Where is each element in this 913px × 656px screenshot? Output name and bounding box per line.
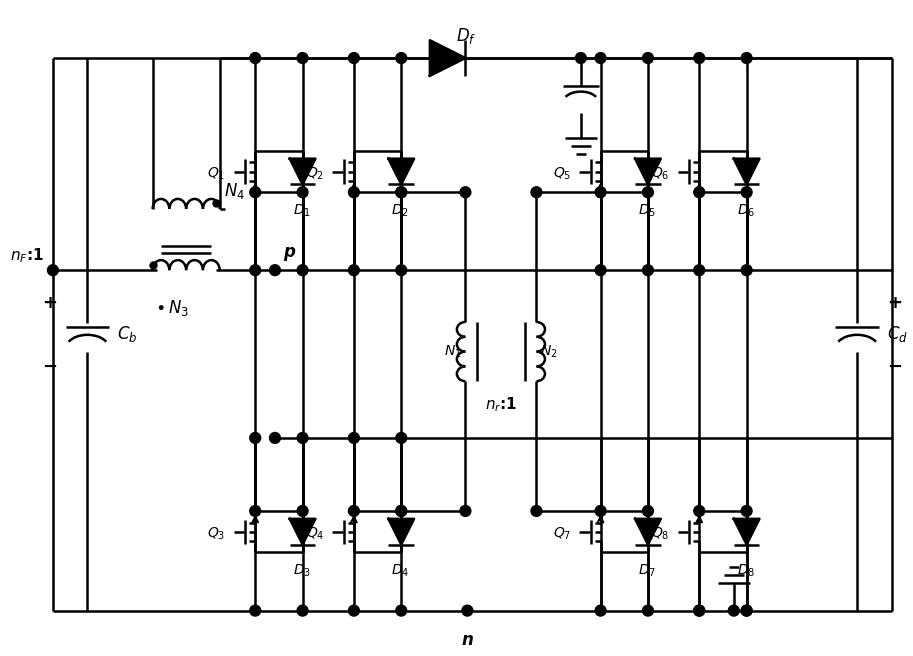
Circle shape <box>269 432 280 443</box>
Polygon shape <box>388 159 415 184</box>
Text: $\boldsymbol{Q_7}$: $\boldsymbol{Q_7}$ <box>552 525 571 542</box>
Circle shape <box>349 187 360 197</box>
Text: $\boldsymbol{n}$: $\boldsymbol{n}$ <box>461 632 474 649</box>
Circle shape <box>396 506 406 516</box>
Circle shape <box>643 506 654 516</box>
Text: $\boldsymbol{Q_3}$: $\boldsymbol{Q_3}$ <box>207 525 226 542</box>
Text: $\bullet\,\boldsymbol{N_3}$: $\bullet\,\boldsymbol{N_3}$ <box>154 298 189 318</box>
Circle shape <box>250 52 260 64</box>
Circle shape <box>250 187 260 197</box>
Circle shape <box>396 52 406 64</box>
Circle shape <box>396 265 406 276</box>
Circle shape <box>460 506 471 516</box>
Text: $\boldsymbol{C_b}$: $\boldsymbol{C_b}$ <box>117 324 138 344</box>
Circle shape <box>349 265 360 276</box>
Circle shape <box>396 605 406 616</box>
Circle shape <box>643 265 654 276</box>
Circle shape <box>297 265 308 276</box>
Text: $\mathbf{+}$: $\mathbf{+}$ <box>887 294 902 312</box>
Text: $\boldsymbol{p}$: $\boldsymbol{p}$ <box>283 245 296 263</box>
Circle shape <box>694 265 705 276</box>
Circle shape <box>349 432 360 443</box>
Circle shape <box>643 52 654 64</box>
Polygon shape <box>289 519 315 544</box>
Circle shape <box>694 506 705 516</box>
Circle shape <box>297 52 308 64</box>
Circle shape <box>396 432 406 443</box>
Circle shape <box>741 605 752 616</box>
Circle shape <box>396 187 406 197</box>
Text: $\boldsymbol{Q_4}$: $\boldsymbol{Q_4}$ <box>306 525 324 542</box>
Text: $\boldsymbol{C_d}$: $\boldsymbol{C_d}$ <box>887 324 908 344</box>
Text: $\boldsymbol{N_1}$: $\boldsymbol{N_1}$ <box>444 343 461 359</box>
Text: $\boldsymbol{D_4}$: $\boldsymbol{D_4}$ <box>391 562 409 579</box>
Circle shape <box>694 605 705 616</box>
Text: $\boldsymbol{D_f}$: $\boldsymbol{D_f}$ <box>456 26 476 46</box>
Circle shape <box>297 506 308 516</box>
Circle shape <box>694 52 705 64</box>
Circle shape <box>250 506 260 516</box>
Text: $\boldsymbol{N_4}$: $\boldsymbol{N_4}$ <box>224 181 245 201</box>
Text: $\boldsymbol{Q_2}$: $\boldsymbol{Q_2}$ <box>306 165 324 182</box>
Text: $\boldsymbol{D_1}$: $\boldsymbol{D_1}$ <box>293 202 310 218</box>
Circle shape <box>250 265 260 276</box>
Circle shape <box>595 506 606 516</box>
Circle shape <box>349 506 360 516</box>
Text: $\boldsymbol{D_6}$: $\boldsymbol{D_6}$ <box>737 202 755 218</box>
Circle shape <box>694 187 705 197</box>
Circle shape <box>741 265 752 276</box>
Circle shape <box>297 187 308 197</box>
Circle shape <box>47 265 58 276</box>
Polygon shape <box>734 519 760 544</box>
Circle shape <box>297 432 308 443</box>
Circle shape <box>741 52 752 64</box>
Polygon shape <box>388 519 415 544</box>
Text: $\mathbf{+}$: $\mathbf{+}$ <box>42 294 58 312</box>
Circle shape <box>349 605 360 616</box>
Text: $\boldsymbol{N_2}$: $\boldsymbol{N_2}$ <box>540 343 558 359</box>
Text: $\boldsymbol{Q_1}$: $\boldsymbol{Q_1}$ <box>207 165 226 182</box>
Circle shape <box>462 605 473 616</box>
Circle shape <box>396 506 406 516</box>
Circle shape <box>729 605 740 616</box>
Circle shape <box>297 605 308 616</box>
Text: $\boldsymbol{D_8}$: $\boldsymbol{D_8}$ <box>737 562 755 579</box>
Polygon shape <box>289 159 315 184</box>
Text: $\boldsymbol{n_r\!:\!1}$: $\boldsymbol{n_r\!:\!1}$ <box>485 395 517 414</box>
Circle shape <box>250 605 260 616</box>
Circle shape <box>531 506 542 516</box>
Circle shape <box>741 506 752 516</box>
Text: $\boldsymbol{Q_6}$: $\boldsymbol{Q_6}$ <box>651 165 669 182</box>
Circle shape <box>741 605 752 616</box>
Circle shape <box>595 605 606 616</box>
Circle shape <box>349 52 360 64</box>
Circle shape <box>694 605 705 616</box>
Text: $\boldsymbol{D_3}$: $\boldsymbol{D_3}$ <box>292 562 310 579</box>
Polygon shape <box>635 519 661 544</box>
Circle shape <box>269 265 280 276</box>
Polygon shape <box>734 159 760 184</box>
Circle shape <box>595 265 606 276</box>
Text: $\boldsymbol{D_2}$: $\boldsymbol{D_2}$ <box>392 202 409 218</box>
Polygon shape <box>635 159 661 184</box>
Text: $\boldsymbol{Q_8}$: $\boldsymbol{Q_8}$ <box>651 525 669 542</box>
Circle shape <box>460 187 471 197</box>
Circle shape <box>643 605 654 616</box>
Circle shape <box>531 187 542 197</box>
Circle shape <box>396 187 406 197</box>
Circle shape <box>250 432 260 443</box>
Circle shape <box>595 52 606 64</box>
Text: $\boldsymbol{D_5}$: $\boldsymbol{D_5}$ <box>638 202 656 218</box>
Text: $\mathbf{-}$: $\mathbf{-}$ <box>42 357 58 375</box>
Text: $\boldsymbol{Q_5}$: $\boldsymbol{Q_5}$ <box>552 165 571 182</box>
Circle shape <box>741 187 752 197</box>
Polygon shape <box>430 40 466 76</box>
Circle shape <box>643 187 654 197</box>
Text: $\boldsymbol{n_F\!:\!1}$: $\boldsymbol{n_F\!:\!1}$ <box>9 247 44 265</box>
Text: $\mathbf{-}$: $\mathbf{-}$ <box>887 357 902 375</box>
Text: $\boldsymbol{D_7}$: $\boldsymbol{D_7}$ <box>638 562 656 579</box>
Circle shape <box>595 187 606 197</box>
Circle shape <box>575 52 586 64</box>
